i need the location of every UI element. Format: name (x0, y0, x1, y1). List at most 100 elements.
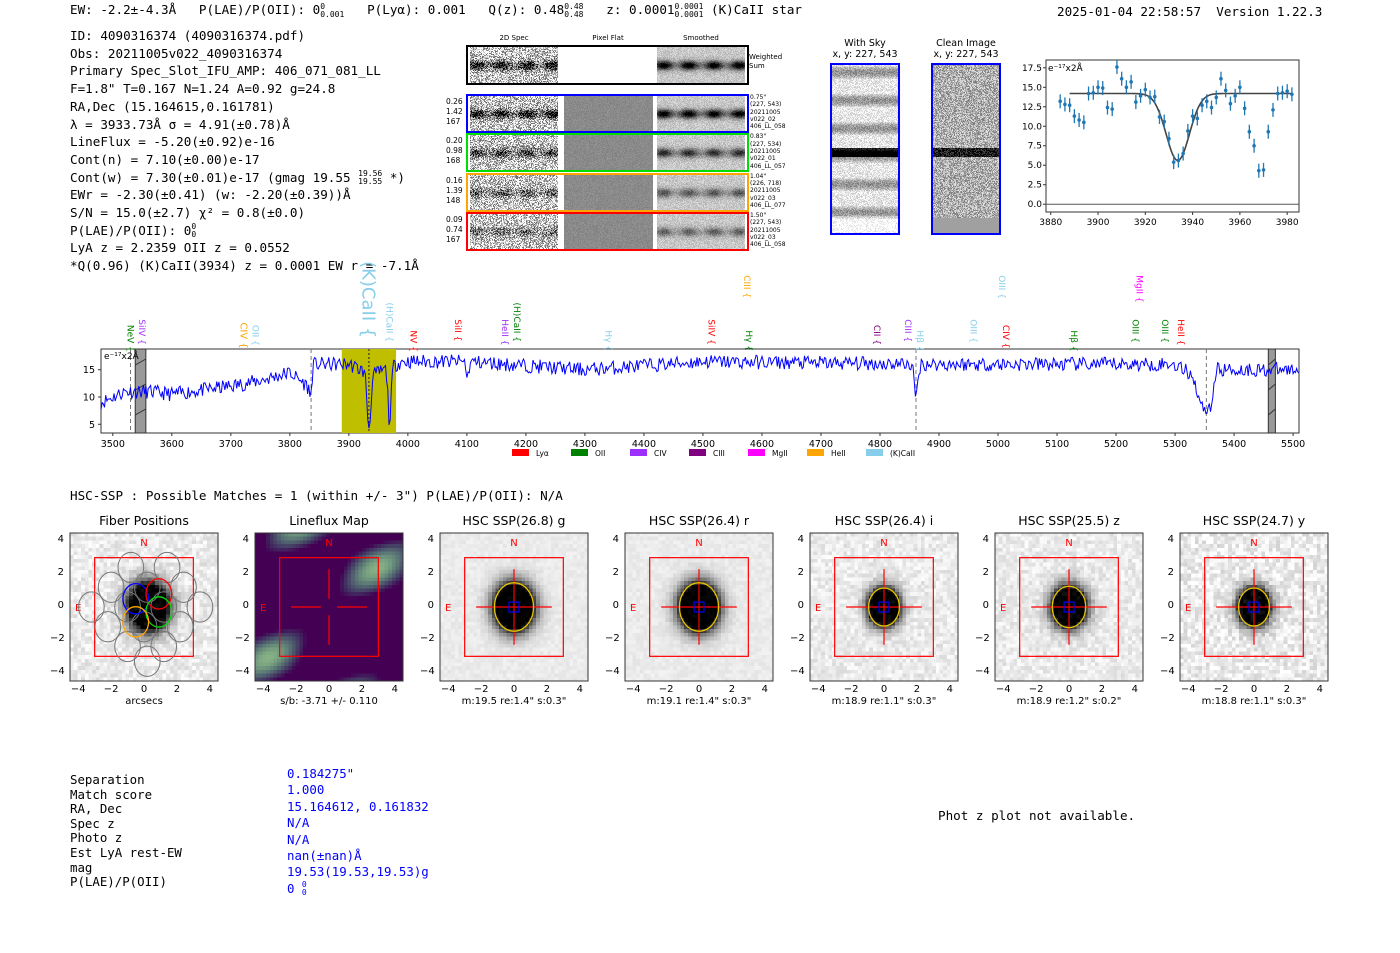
cutout-caption: m:18.9 re:1.2" s:0.2" (1016, 696, 1122, 707)
detection-info: ID: 4090316374 (4090316374.pdf) Obs: 2021… (70, 27, 419, 275)
x-tick-label: −4 (255, 684, 271, 695)
data-point (1072, 114, 1077, 118)
detection-marker (693, 601, 705, 613)
y-tick-label: 4 (57, 534, 64, 546)
fiber-circle (97, 571, 125, 603)
x-tick-label: −4 (1180, 684, 1196, 695)
smoothed-cutout (657, 174, 745, 210)
hatch (1267, 408, 1276, 416)
x-tick-label: −2 (103, 684, 119, 695)
x-tick-label: 5300 (1163, 439, 1187, 450)
x-tick-label: 3900 (1087, 218, 1110, 228)
emission-line-label: (H)CaII { (511, 303, 521, 343)
y-tick-label: −2 (975, 632, 990, 644)
x-tick-label: −4 (440, 684, 456, 695)
info-lines: ID: 4090316374 (4090316374.pdf) Obs: 2021… (70, 27, 419, 169)
match-label: Spec z (70, 815, 115, 831)
header-qz: Q(z): 0.48 (488, 2, 565, 17)
aperture-box (464, 557, 564, 657)
y-tick-label: 0 (982, 600, 989, 611)
data-point (1214, 95, 1219, 100)
detection-marker (508, 601, 520, 613)
data-point (1086, 91, 1091, 96)
match-label: mag (70, 859, 93, 875)
contw-end: *) (389, 169, 405, 185)
clean-image (931, 63, 1001, 235)
y-tick-label: −4 (605, 665, 620, 677)
cutout-frame (439, 532, 589, 682)
x-tick-label: 2 (1283, 684, 1291, 695)
data-point (1280, 90, 1285, 95)
emission-line-label: NV { (408, 330, 418, 351)
plae-value: 0 (287, 880, 302, 896)
x-tick-label: 3960 (1228, 218, 1251, 228)
data-point (1171, 160, 1176, 164)
y-tick-label: −4 (50, 665, 65, 677)
source-ellipse (678, 582, 720, 632)
spec2d-row-stat: 0.98 (446, 146, 463, 156)
y-tick-label: 2 (427, 567, 434, 579)
info-line: Obs: 20211005v022_4090316374 (70, 45, 283, 61)
y-tick-label: 0 (797, 600, 804, 611)
cutout-overlay: NE (1179, 532, 1329, 682)
source-ellipse (493, 582, 535, 632)
spec2d-row-stat: 0.16 (446, 175, 463, 185)
x-tick-label: 0 (880, 684, 888, 695)
x-tick-label: −4 (70, 684, 86, 695)
legend-swatch (748, 449, 765, 456)
y-tick-label: 15 (83, 365, 95, 376)
legend-swatch (866, 449, 883, 456)
x-tick-label: 2 (1098, 684, 1106, 695)
x-tick-label: −4 (995, 684, 1011, 695)
y-tick-label: 4 (797, 534, 804, 546)
data-point (1238, 85, 1242, 90)
legend-label: (K)CaII (890, 449, 915, 458)
emission-line-label: OIII { (968, 319, 978, 343)
spec2d-row-meta: (226, 718) (750, 179, 782, 187)
x-tick-label: −2 (288, 684, 304, 695)
spec2d-cutout (470, 135, 558, 171)
pixel-flat-cutout (564, 96, 653, 131)
info-lya: LyA z = 2.2359 OII z = 0.0552 (70, 240, 290, 256)
x-tick-label: 4300 (573, 439, 597, 450)
y-tick-label: 0 (242, 600, 249, 611)
x-tick-label: 5000 (986, 439, 1010, 450)
data-point (1195, 116, 1200, 121)
cutout-overlay: NE (69, 532, 219, 682)
data-point (1167, 136, 1171, 141)
y-tick-label: 4 (427, 534, 434, 546)
cutout-frame (994, 532, 1144, 682)
photz-note: Phot z plot not available. (938, 808, 1136, 823)
x-tick-label: 4400 (632, 439, 656, 450)
data-point (1162, 119, 1167, 124)
x-tick-label: 0 (1250, 684, 1258, 695)
emission-line-label: (H)CaII { (383, 303, 393, 343)
match-value: N/A (287, 831, 310, 847)
y-tick-label: −2 (50, 632, 65, 644)
cutout-overlay: NE (994, 532, 1144, 682)
fiber-circle (133, 571, 161, 603)
data-point (1134, 100, 1138, 104)
spec2d-row-stat: 167 (446, 234, 461, 244)
spec2d-col-title: 2D Spec (499, 34, 529, 42)
y-tick-label: 2 (1167, 567, 1174, 579)
data-point (1200, 103, 1204, 108)
y-tick-label: −4 (975, 665, 990, 677)
x-tick-label: 4000 (396, 439, 420, 450)
masked-band (134, 348, 147, 434)
smoothed-cutout (657, 47, 745, 83)
sub: 0 (301, 888, 307, 898)
cutout-overlay: NE (439, 532, 589, 682)
x-tick-label: 5500 (1281, 439, 1305, 450)
y-tick-label: 7.5 (1028, 142, 1042, 152)
y-tick-label: −2 (420, 632, 435, 644)
data-point (1275, 91, 1280, 96)
fiber-circle-highlight (122, 582, 150, 615)
emission-line-label: CIII { (902, 319, 912, 342)
info-line: Primary Spec_Slot_IFU_AMP: 406_071_081_L… (70, 63, 381, 79)
emission-line-label: Hγ { (743, 330, 753, 351)
cutout-caption: m:18.8 re:1.1" s:0.3" (1201, 696, 1307, 707)
spec2d-row-meta: v022_03 (750, 194, 776, 202)
y-tick-label: 5.0 (1028, 161, 1043, 171)
data-point (1261, 168, 1266, 172)
